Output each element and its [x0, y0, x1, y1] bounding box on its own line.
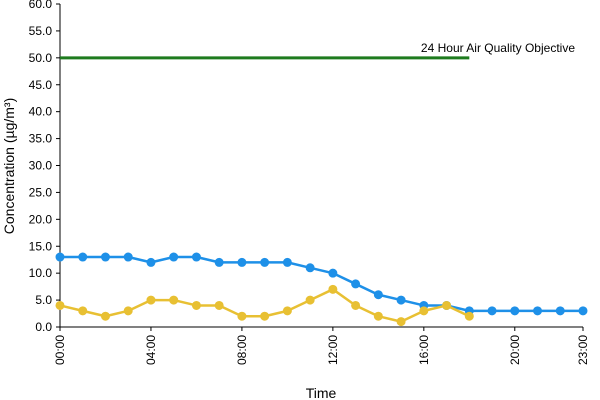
x-tick-label: 12:00	[326, 335, 340, 365]
x-tick-label: 16:00	[417, 335, 431, 365]
y-tick-label: 35.0	[29, 132, 53, 146]
series-1-point	[78, 252, 88, 262]
x-tick-label: 08:00	[235, 335, 249, 365]
series-1-point	[396, 295, 406, 305]
series-2-point	[191, 300, 201, 310]
series-1-point	[55, 252, 65, 262]
series-1-point	[123, 252, 133, 262]
series-2-point	[55, 300, 65, 310]
x-tick-label: 04:00	[144, 335, 158, 365]
x-ticks: 00:00 04:00 08:00 12:00 16:00 20:00 23:00	[53, 327, 590, 365]
series-1-point	[533, 306, 543, 316]
series-1-point	[260, 257, 270, 267]
series-2-point	[282, 306, 292, 316]
series-2-point	[100, 311, 110, 321]
series-1-point	[578, 306, 588, 316]
x-tick-label: 00:00	[53, 335, 67, 365]
series-2-point	[146, 295, 156, 305]
series-2-point	[237, 311, 247, 321]
y-tick-label: 50.0	[29, 51, 53, 65]
series-1-line	[60, 255, 583, 313]
series-1-point	[351, 279, 361, 289]
reference-line-group: 24 Hour Air Quality Objective	[60, 41, 575, 60]
series-1-point	[373, 290, 383, 300]
series-1-point	[555, 306, 565, 316]
series-2-point	[214, 300, 224, 310]
series-1-point	[487, 306, 497, 316]
y-tick-label: 60.0	[29, 0, 53, 11]
y-tick-label: 25.0	[29, 185, 53, 199]
series-2-point	[351, 300, 361, 310]
series-1-point	[146, 257, 156, 267]
y-tick-label: 45.0	[29, 78, 53, 92]
y-tick-label: 5.0	[35, 293, 52, 307]
series-group	[55, 252, 588, 327]
y-tick-label: 55.0	[29, 24, 53, 38]
series-1-point	[214, 257, 224, 267]
y-tick-label: 40.0	[29, 105, 53, 119]
series-1-point	[237, 257, 247, 267]
y-axis-title: Concentration (µg/m³)	[1, 98, 17, 234]
series-1-point	[305, 263, 315, 273]
series-2-point	[305, 295, 315, 305]
series-2	[55, 284, 474, 327]
series-2-point	[464, 311, 474, 321]
series-1-point	[100, 252, 110, 262]
y-tick-label: 30.0	[29, 159, 53, 173]
series-1-point	[510, 306, 520, 316]
x-tick-label: 20:00	[508, 335, 522, 365]
x-tick-label: 23:00	[576, 335, 590, 365]
y-tick-label: 0.0	[35, 320, 52, 334]
series-2-point	[328, 284, 338, 294]
series-1-point	[282, 257, 292, 267]
series-2-point	[123, 306, 133, 316]
air-quality-objective-label: 24 Hour Air Quality Objective	[421, 41, 575, 55]
series-1-point	[169, 252, 179, 262]
series-2-point	[169, 295, 179, 305]
series-2-point	[396, 317, 406, 327]
y-ticks: 0.0 5.0 10.0 15.0 20.0 25.0 30.0 35.0 40.0 45.0 50…	[29, 0, 60, 334]
y-tick-label: 15.0	[29, 239, 53, 253]
y-tick-label: 20.0	[29, 212, 53, 226]
series-2-point	[442, 300, 452, 310]
y-tick-label: 10.0	[29, 266, 53, 280]
x-axis-title: Time	[306, 385, 337, 400]
series-1-point	[328, 268, 338, 278]
series-1	[55, 252, 588, 316]
series-2-point	[419, 306, 429, 316]
series-1-point	[191, 252, 201, 262]
series-2-point	[78, 306, 88, 316]
series-2-point	[373, 311, 383, 321]
series-2-point	[260, 311, 270, 321]
